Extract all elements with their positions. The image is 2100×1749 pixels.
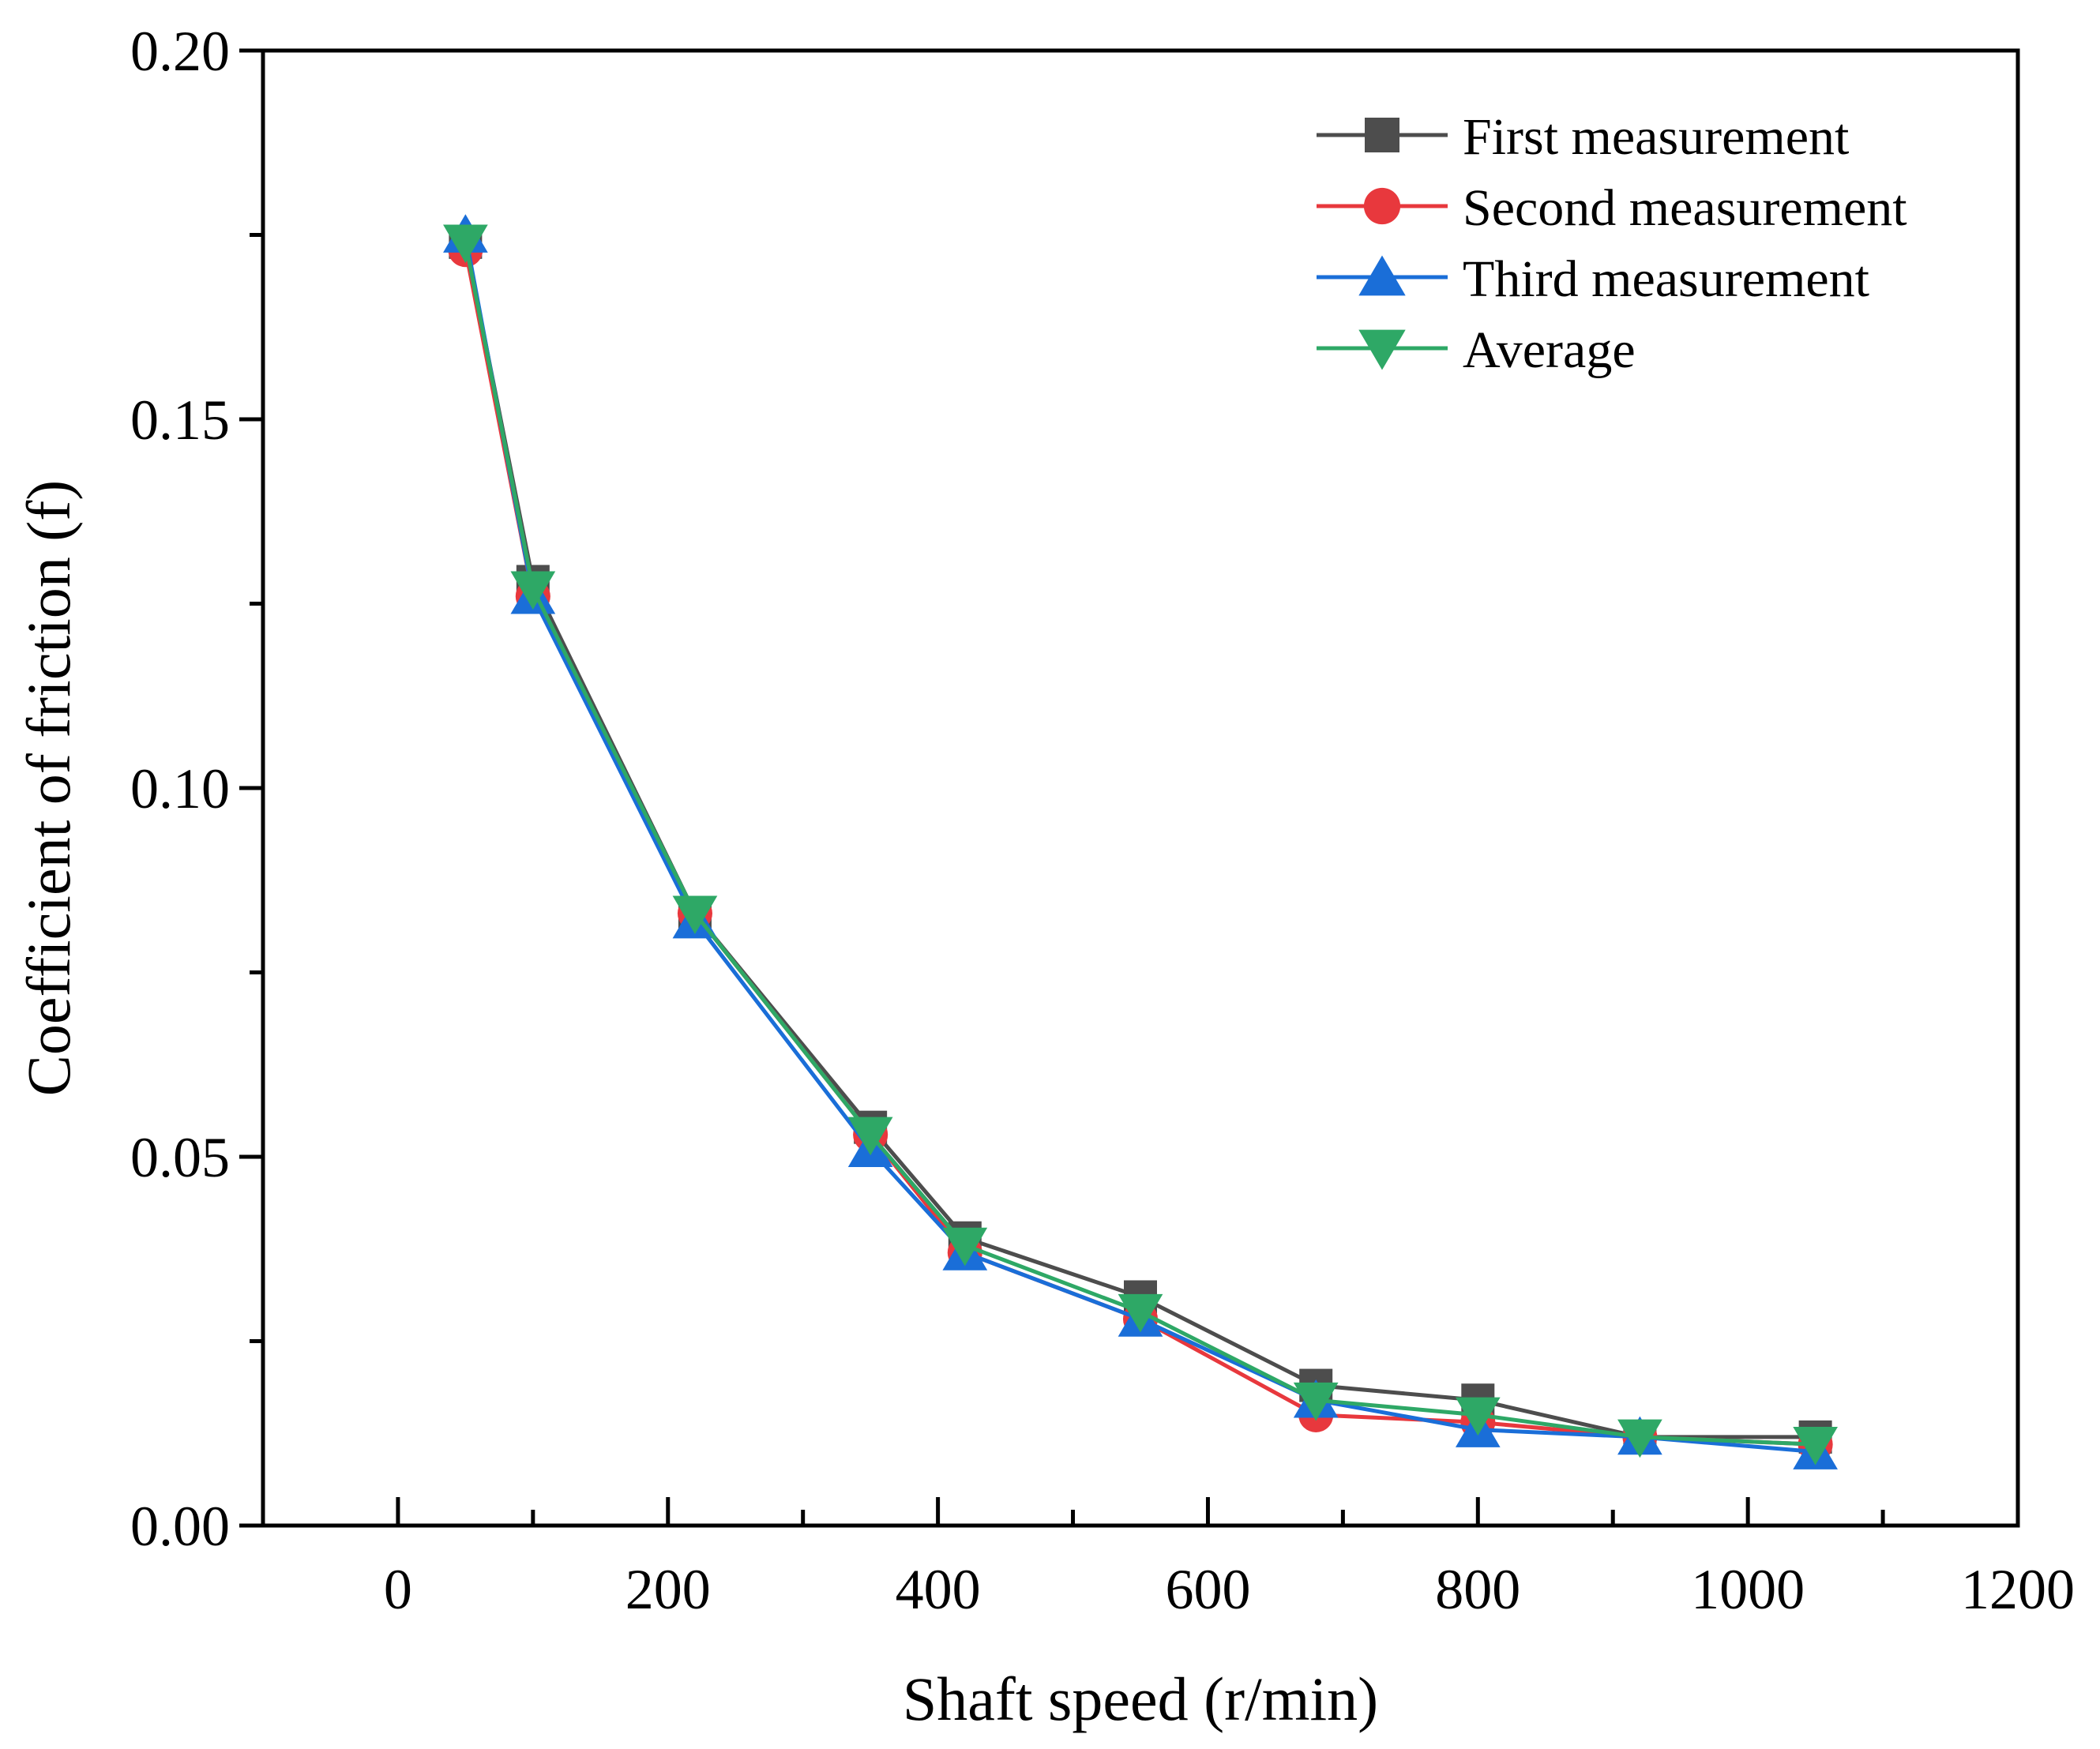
series-line: [463, 242, 1816, 1447]
tick-labels-layer: 0 200 400 600 800 1000 1200 0.00 0.05 0.10 0.15 0.2…: [130, 20, 2075, 1621]
y-tick-label: 0.10: [130, 757, 230, 820]
series-4: [443, 224, 1838, 1466]
legend-entry: Second measurement: [1317, 179, 1907, 237]
legend-label: Third measurement: [1463, 250, 1869, 308]
data-point: [443, 224, 488, 264]
legend-marker: [1358, 255, 1406, 296]
legend-entry: Third measurement: [1317, 250, 1869, 308]
x-tick-label: 800: [1435, 1558, 1520, 1621]
legend-marker: [1365, 118, 1399, 152]
x-tick-label: 400: [896, 1558, 981, 1621]
y-tick-label: 0.15: [130, 388, 230, 452]
ticks-layer: [239, 48, 2020, 1528]
data-point: [1293, 1382, 1339, 1421]
data-point: [942, 1227, 988, 1267]
series-layer: [443, 214, 1838, 1469]
data-point: [672, 895, 718, 935]
data-point: [1793, 1426, 1838, 1466]
x-tick-label: 1000: [1691, 1558, 1805, 1621]
legend-marker: [1358, 329, 1406, 370]
x-tick-label: 200: [625, 1558, 711, 1621]
y-tick-label: 0.20: [130, 20, 230, 83]
legend-label: Average: [1463, 321, 1636, 379]
legend-entry: First measurement: [1317, 108, 1849, 166]
legend-entry: Average: [1317, 321, 1636, 379]
data-point: [847, 1117, 893, 1156]
legend-marker: [1363, 187, 1401, 225]
plot-frame: [261, 48, 2020, 1528]
y-tick-label: 0.00: [130, 1495, 230, 1558]
x-axis-title: Shaft speed (r/min): [903, 1665, 1378, 1733]
x-tick-label: 0: [384, 1558, 412, 1621]
series-line: [463, 235, 1816, 1454]
data-point: [1617, 1419, 1662, 1458]
legend-label: Second measurement: [1463, 179, 1907, 237]
data-point: [1455, 1397, 1501, 1436]
y-axis-title: Coefficient of friction (f): [14, 480, 83, 1096]
x-tick-label: 1200: [1961, 1558, 2075, 1621]
x-tick-label: 600: [1165, 1558, 1250, 1621]
data-point: [510, 571, 556, 610]
y-tick-label: 0.05: [130, 1126, 230, 1189]
legend-label: First measurement: [1463, 108, 1849, 166]
data-point: [1118, 1293, 1163, 1333]
legend: First measurement Second measurement Third…: [1317, 108, 1907, 379]
